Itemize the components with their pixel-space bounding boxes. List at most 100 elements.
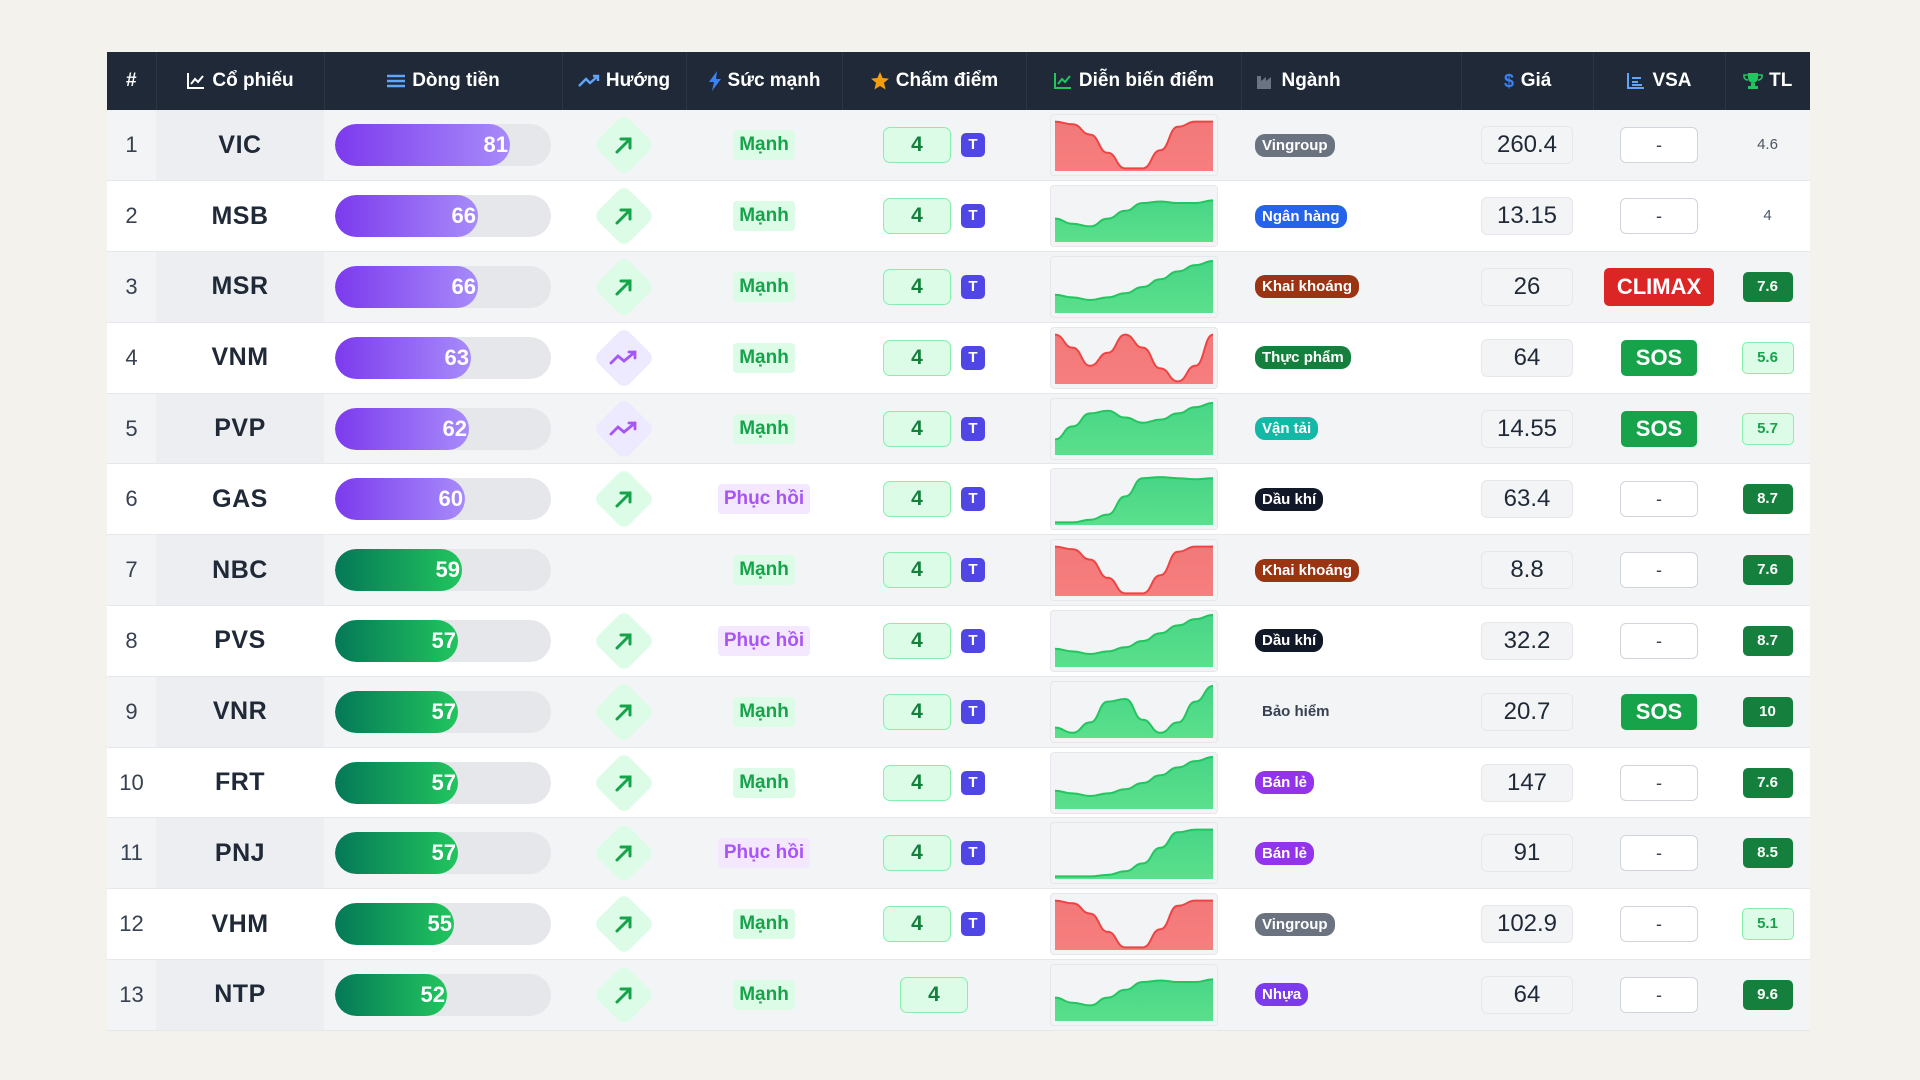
vsa-badge: SOS [1621, 339, 1697, 376]
sector-cell: Dầu khí [1241, 606, 1461, 677]
vsa-badge: SOS [1621, 693, 1697, 730]
symbol-cell[interactable]: GAS [156, 463, 324, 535]
symbol-cell[interactable]: NTP [156, 959, 324, 1031]
vsa-cell: SOS [1593, 322, 1725, 393]
direction-cell [562, 818, 686, 889]
header-trend[interactable]: Diễn biến điểm [1026, 52, 1242, 110]
tl-value: 9.6 [1742, 979, 1793, 1010]
price-cell: 147 [1461, 747, 1593, 818]
header-tl[interactable]: TL [1725, 52, 1810, 110]
score-value: 4 [883, 481, 951, 518]
price-value: 147 [1481, 763, 1573, 802]
symbol-cell[interactable]: FRT [156, 747, 324, 818]
flow-bar: 81 [335, 124, 551, 167]
tl-value: 5.6 [1741, 341, 1794, 374]
flow-cell: 81 [324, 110, 562, 181]
flow-cell: 59 [324, 535, 562, 606]
tl-cell: 7.6 [1725, 535, 1810, 606]
symbol-cell[interactable]: PVS [156, 605, 324, 677]
header-price[interactable]: $ Giá [1461, 52, 1594, 110]
symbol-cell[interactable]: VNM [156, 322, 324, 394]
trend-up-icon [578, 74, 600, 87]
score-value: 4 [883, 127, 951, 164]
header-sector[interactable]: Ngành [1241, 52, 1462, 110]
score-sparkline [1049, 255, 1218, 318]
direction-cell [562, 393, 686, 464]
header-rank[interactable]: # [107, 52, 157, 110]
strength-label: Mạnh [733, 342, 795, 373]
list-icon [387, 74, 406, 88]
symbol-cell[interactable]: VIC [156, 110, 324, 181]
vsa-cell: - [1593, 747, 1725, 818]
score-value: 4 [883, 622, 951, 659]
flow-value: 55 [427, 911, 452, 937]
direction-cell [562, 676, 686, 747]
strength-cell: Mạnh [686, 252, 842, 323]
trend-cell [1026, 393, 1241, 464]
symbol-cell[interactable]: VNR [156, 676, 324, 748]
t-badge: T [961, 487, 985, 512]
symbol-cell[interactable]: PNJ [156, 817, 324, 889]
vsa-cell: - [1593, 818, 1725, 889]
vsa-badge: - [1620, 198, 1698, 235]
direction-cell [562, 110, 686, 181]
symbol-cell[interactable]: PVP [156, 393, 324, 464]
flow-value: 63 [444, 344, 469, 370]
sector-cell: Vingroup [1241, 889, 1461, 960]
vsa-badge: - [1620, 976, 1698, 1013]
header-symbol[interactable]: Cổ phiếu [156, 52, 325, 110]
score-sparkline [1049, 114, 1218, 177]
tl-cell: 7.6 [1725, 747, 1810, 818]
direction-cell [562, 252, 686, 323]
tl-value: 8.5 [1742, 838, 1793, 869]
symbol-cell[interactable]: VHM [156, 888, 324, 960]
header-score[interactable]: Chấm điểm [842, 52, 1027, 110]
score-sparkline [1049, 963, 1218, 1026]
header-strength[interactable]: Sức mạnh [686, 52, 843, 110]
symbol-cell[interactable]: MSB [156, 180, 324, 252]
price-cell: 64 [1461, 322, 1593, 393]
vsa-badge: - [1620, 622, 1698, 659]
tl-cell: 5.7 [1725, 393, 1810, 464]
flow-value: 57 [431, 627, 456, 653]
sector-cell: Khai khoáng [1241, 252, 1461, 323]
rank-cell: 1 [125, 132, 138, 158]
tl-value: 10 [1742, 696, 1793, 727]
vsa-badge: - [1620, 764, 1698, 801]
rank-cell: 10 [119, 769, 144, 795]
strength-cell: Mạnh [686, 393, 842, 464]
score-value: 4 [900, 976, 968, 1013]
score-sparkline [1049, 539, 1218, 602]
table-row[interactable]: 13 NTP 52 Mạnh 4 Nhựa 64 - 9.6 [107, 959, 1810, 1031]
flow-bar: 57 [335, 832, 551, 875]
trend-cell [1026, 110, 1241, 181]
header-flow[interactable]: Dòng tiền [324, 52, 563, 110]
header-direction[interactable]: Hướng [562, 52, 687, 110]
symbol-cell[interactable]: MSR [156, 251, 324, 323]
rank-cell: 3 [125, 273, 138, 299]
stock-table-frame: # Cổ phiếu Dòng tiền Hướng Sức mạnh Chấm… [107, 52, 1810, 1031]
arrow-up-right-icon [615, 491, 632, 508]
price-value: 64 [1481, 338, 1573, 377]
symbol-cell[interactable]: NBC [156, 534, 324, 606]
header-vsa[interactable]: VSA [1593, 52, 1726, 110]
direction-cell [562, 889, 686, 960]
flow-value: 59 [435, 557, 460, 583]
tl-cell: 5.6 [1725, 322, 1810, 393]
